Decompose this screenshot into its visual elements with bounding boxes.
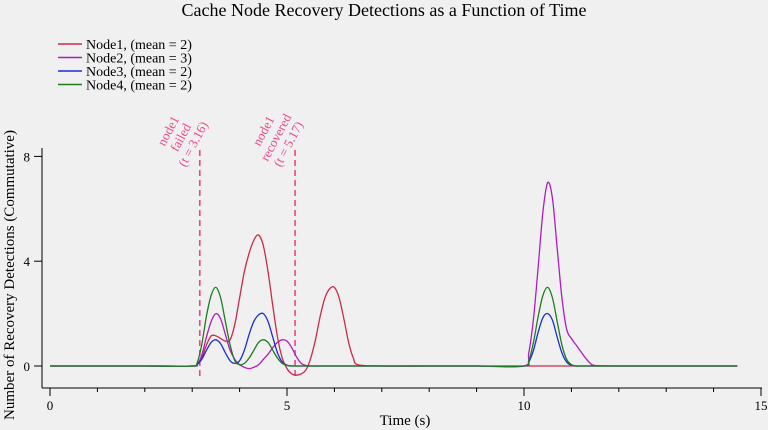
series-line: [50, 181, 738, 370]
legend-label: Node2, (mean = 3): [86, 52, 192, 67]
y-tick-label: 8: [24, 149, 31, 164]
legend: Node1, (mean = 2)Node2, (mean = 3)Node3,…: [58, 38, 192, 94]
x-tick-label: 0: [47, 398, 54, 413]
x-tick-label: 5: [284, 398, 291, 413]
chart-title: Cache Node Recovery Detections as a Func…: [182, 0, 587, 20]
x-tick-label: 15: [755, 398, 768, 413]
annotation-label: node1failed(t = 3.16): [150, 106, 211, 169]
x-tick-label: 10: [518, 398, 531, 413]
series-line: [50, 286, 738, 368]
legend-label: Node3, (mean = 2): [86, 65, 192, 80]
x-axis-label: Time (s): [380, 413, 431, 429]
annotation-text: node1failed(t = 3.16): [150, 106, 211, 169]
legend-label: Node1, (mean = 2): [86, 38, 192, 53]
y-tick-label: 4: [24, 254, 31, 269]
y-axis-label: Number of Recovery Detections (Commutati…: [2, 130, 18, 420]
y-tick-label: 0: [24, 359, 31, 374]
axis-ticks: 0 5 10 15 0 4 8: [24, 149, 768, 413]
legend-label: Node4, (mean = 2): [86, 79, 192, 94]
annotation-label: node1recovered(t = 5.17): [245, 104, 307, 170]
series-line: [50, 312, 738, 367]
annotation-text: node1recovered(t = 5.17): [245, 104, 307, 170]
series-line: [50, 234, 738, 376]
series-group: [50, 181, 738, 376]
